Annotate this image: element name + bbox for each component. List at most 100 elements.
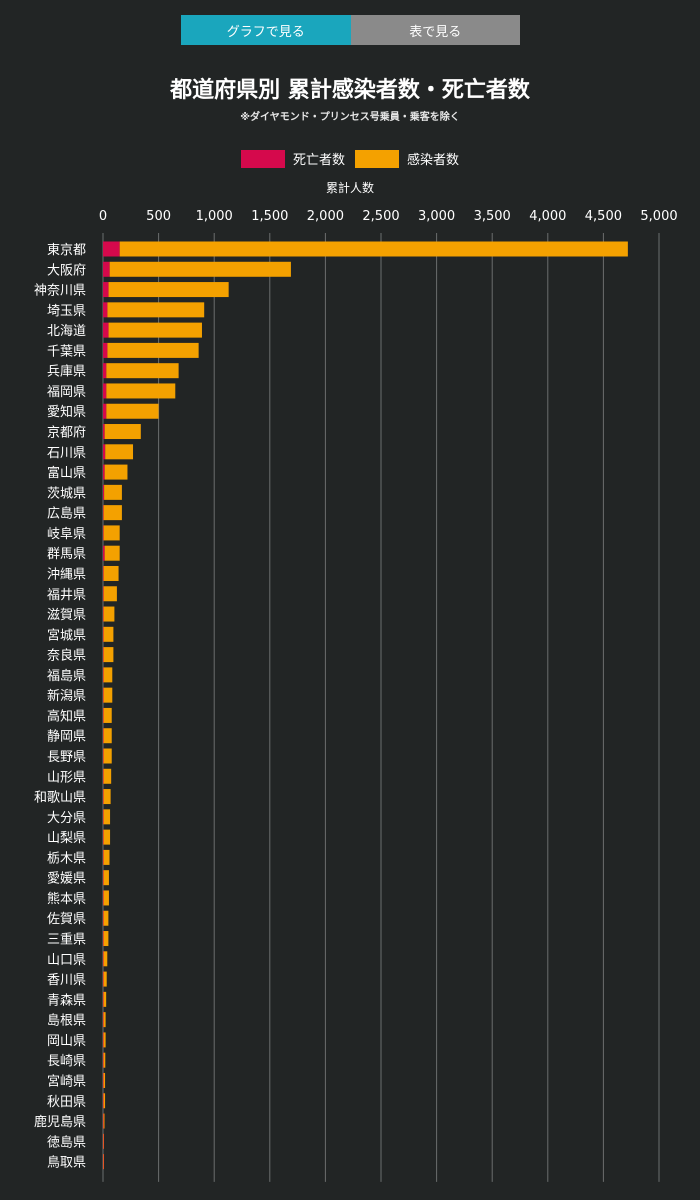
bar-deaths [103,505,104,521]
category-label: 千葉県 [47,344,86,359]
bar-deaths [103,383,107,399]
bar-chart: 0 500 1,000 1,500 2,000 2,500 3,000 3,500 4,000 4… [34,209,678,1182]
category-label: 山梨県 [47,831,86,846]
bar-deaths [103,444,106,460]
bar-deaths [103,748,104,764]
bar-cases [103,890,109,906]
bar-deaths [103,342,108,358]
x-axis-title: 累計人数 [325,181,374,195]
x-tick-label: 5,000 [640,209,677,224]
x-tick-label: 3,000 [418,209,455,224]
legend-item-cases[interactable]: 感染者数 [355,149,459,168]
bar-deaths [103,1133,104,1149]
bar-deaths [103,1113,104,1129]
category-label: 北海道 [47,324,86,339]
bar-cases [108,322,202,338]
bar-cases [103,931,109,947]
x-tick-label: 500 [146,209,171,224]
table-view-button[interactable]: 表で見る [350,15,520,45]
category-label: 大分県 [47,811,86,826]
x-tick-label: 2,500 [362,209,399,224]
category-label: 広島県 [47,507,86,522]
bar-cases [103,748,112,764]
bar-deaths [103,910,104,926]
bar-cases [104,545,120,561]
bar-deaths [103,849,104,865]
bar-cases [103,1113,105,1129]
bar-deaths [103,282,109,298]
category-label: 兵庫県 [47,365,86,380]
bar-deaths [103,687,104,703]
category-label: 長崎県 [47,1054,86,1069]
category-label: 埼玉県 [47,304,86,319]
category-label: 山口県 [47,953,86,968]
bar-deaths [103,870,104,886]
category-label: 愛知県 [47,404,86,420]
bar-cases [103,1093,106,1109]
category-label: 石川県 [47,446,86,461]
category-label: 岡山県 [47,1034,86,1049]
category-label: 富山県 [47,465,86,481]
category-label: 三重県 [47,932,86,948]
bar-deaths [103,890,104,906]
bar-deaths [103,1052,104,1068]
bar-cases [103,768,112,784]
bar-cases [107,342,199,358]
legend-item-deaths[interactable]: 死亡者数 [240,149,345,168]
bar-cases [106,363,179,379]
bar-deaths [103,484,105,500]
bar-deaths [103,545,105,561]
bar-deaths [103,363,107,379]
bar-deaths [103,768,104,784]
category-label: 福岡県 [47,385,86,400]
category-label: 大阪府 [47,263,86,278]
category-label: 長野県 [47,750,86,765]
chart-title: 都道府県別 累計感染者数・死亡者数 [170,78,530,103]
bar-deaths [103,707,104,723]
bar-deaths [103,829,104,845]
bar-cases [103,971,107,987]
x-tick-label: 4,500 [585,209,622,224]
category-label: 愛媛県 [47,872,86,887]
bar-cases [105,444,134,460]
bar-cases [103,1012,106,1028]
category-label: 山形県 [47,770,86,785]
bar-cases [103,525,120,541]
bar-cases [108,282,229,298]
view-toggle: グラフで見る 表で見る [181,15,520,45]
category-label: 京都府 [47,426,86,441]
bar-cases [104,464,128,480]
bar-cases [103,951,108,967]
category-label: 滋賀県 [47,608,86,623]
category-label: 宮城県 [47,627,86,643]
category-label: 岐阜県 [47,526,86,542]
bar-cases [103,789,111,805]
bar-cases [107,302,205,318]
bar-deaths [103,322,109,338]
graph-view-button[interactable]: グラフで見る [181,15,351,45]
bar-cases [103,1032,106,1048]
bar-cases [103,991,107,1007]
category-label: 鳥取県 [47,1156,86,1171]
bar-cases [103,849,110,865]
bar-cases [103,606,115,622]
x-tick-label: 0 [99,209,107,224]
bar-deaths [103,931,104,947]
category-label: 青森県 [47,993,86,1008]
bar-cases [104,424,141,440]
bar-cases [103,1154,104,1170]
bar-deaths [103,525,104,541]
bar-deaths [103,667,104,683]
bar-cases [103,1133,104,1149]
category-label: 群馬県 [47,547,86,562]
bar-deaths [103,241,120,257]
category-label: 佐賀県 [47,912,86,927]
bar-deaths [103,1012,104,1028]
bar-deaths [103,789,104,805]
bar-deaths [103,1154,104,1170]
bar-deaths [103,647,104,663]
bar-deaths [103,951,104,967]
bar-cases [103,586,117,602]
bar-deaths [103,586,104,602]
legend-label-deaths: 死亡者数 [292,153,345,168]
